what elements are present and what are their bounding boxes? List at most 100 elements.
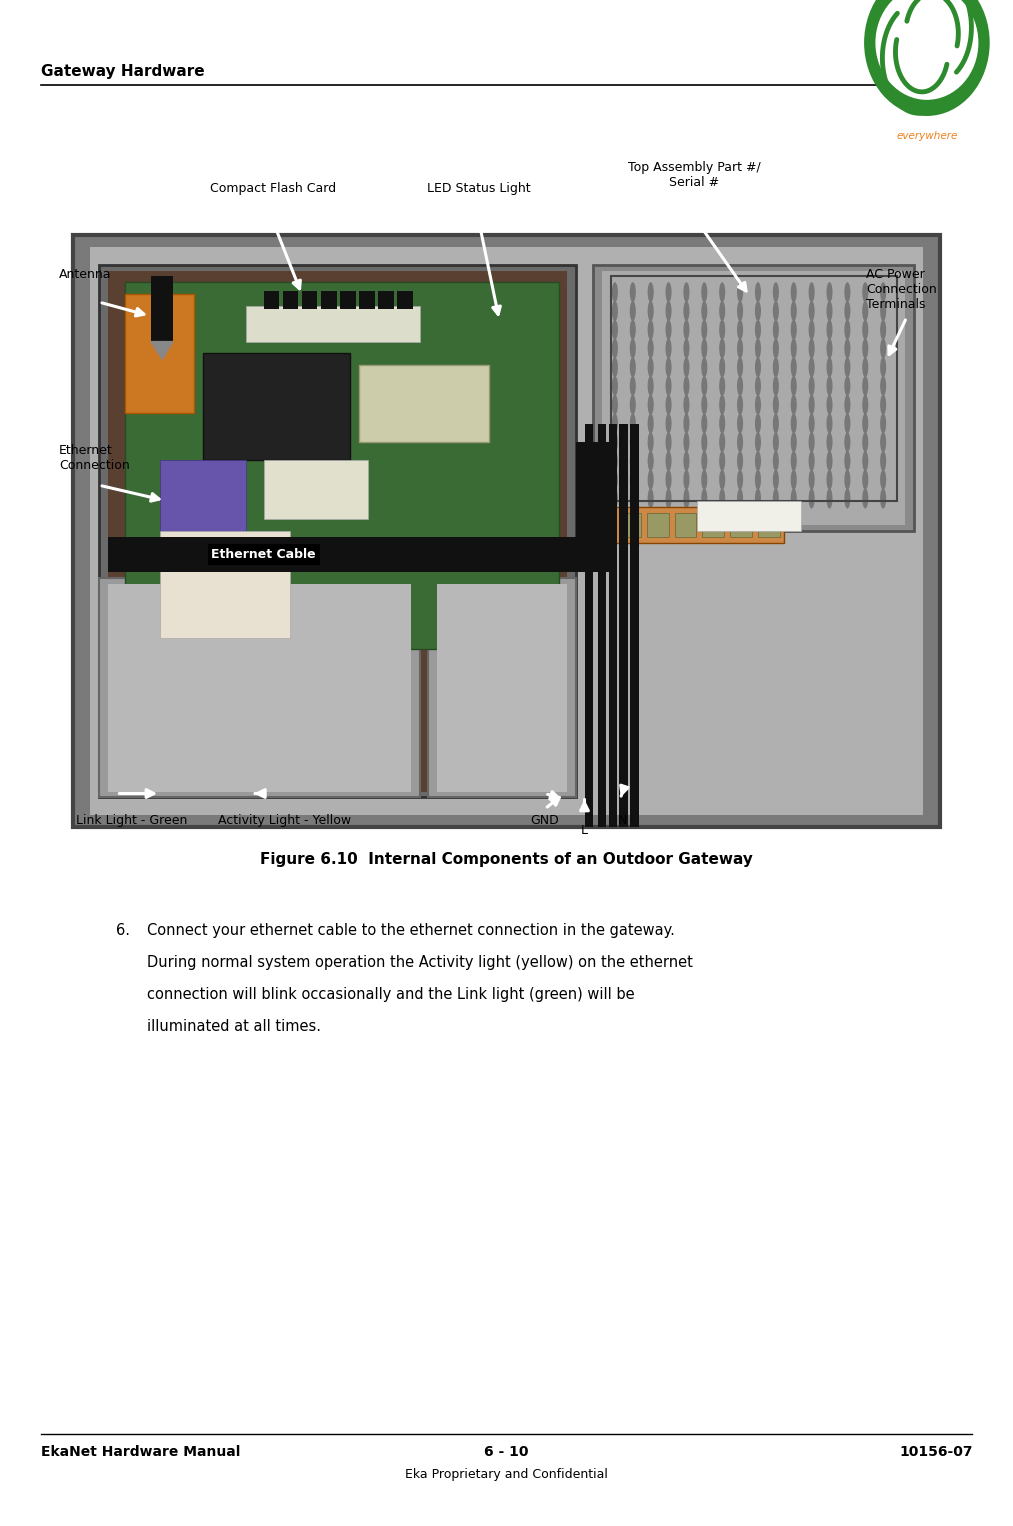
Ellipse shape bbox=[862, 282, 868, 302]
Ellipse shape bbox=[666, 450, 672, 472]
Bar bbox=[151, 276, 172, 342]
Ellipse shape bbox=[666, 282, 672, 302]
Ellipse shape bbox=[701, 375, 707, 397]
Text: Top Assembly Part #/
Serial #: Top Assembly Part #/ Serial # bbox=[627, 162, 761, 189]
Text: Ethernet
Connection: Ethernet Connection bbox=[59, 444, 130, 472]
Ellipse shape bbox=[701, 339, 707, 359]
Ellipse shape bbox=[737, 301, 744, 320]
Ellipse shape bbox=[791, 319, 797, 340]
Text: Link Light - Green: Link Light - Green bbox=[76, 815, 187, 827]
Bar bbox=[598, 424, 606, 827]
Ellipse shape bbox=[684, 414, 690, 433]
Ellipse shape bbox=[808, 470, 814, 490]
Ellipse shape bbox=[737, 282, 744, 302]
Bar bbox=[585, 424, 594, 827]
Bar bbox=[107, 537, 594, 572]
Ellipse shape bbox=[612, 339, 618, 359]
Ellipse shape bbox=[827, 414, 833, 433]
Bar bbox=[263, 459, 368, 519]
Ellipse shape bbox=[612, 488, 618, 508]
Ellipse shape bbox=[845, 450, 851, 472]
Ellipse shape bbox=[666, 488, 672, 508]
Ellipse shape bbox=[666, 432, 672, 452]
Text: L: L bbox=[581, 824, 588, 836]
Ellipse shape bbox=[880, 301, 886, 320]
Ellipse shape bbox=[808, 301, 814, 320]
Bar bbox=[283, 291, 299, 308]
Ellipse shape bbox=[791, 488, 797, 508]
Ellipse shape bbox=[773, 375, 779, 397]
Ellipse shape bbox=[862, 470, 868, 490]
Ellipse shape bbox=[612, 319, 618, 340]
Bar bbox=[160, 459, 246, 531]
Ellipse shape bbox=[630, 414, 636, 433]
Ellipse shape bbox=[701, 282, 707, 302]
Bar bbox=[397, 291, 413, 308]
Ellipse shape bbox=[612, 282, 618, 302]
Text: connection will blink occasionally and the Link light (green) will be: connection will blink occasionally and t… bbox=[147, 987, 634, 1003]
Ellipse shape bbox=[862, 414, 868, 433]
Ellipse shape bbox=[845, 432, 851, 452]
Ellipse shape bbox=[755, 375, 761, 397]
Ellipse shape bbox=[666, 375, 672, 397]
Bar bbox=[428, 578, 575, 798]
Ellipse shape bbox=[845, 414, 851, 433]
Bar bbox=[73, 235, 940, 827]
Ellipse shape bbox=[808, 414, 814, 433]
Ellipse shape bbox=[647, 319, 653, 340]
Ellipse shape bbox=[773, 414, 779, 433]
Ellipse shape bbox=[630, 282, 636, 302]
Ellipse shape bbox=[684, 357, 690, 377]
Text: 6.: 6. bbox=[116, 923, 131, 938]
Ellipse shape bbox=[880, 470, 886, 490]
Ellipse shape bbox=[755, 432, 761, 452]
Ellipse shape bbox=[755, 357, 761, 377]
Ellipse shape bbox=[808, 395, 814, 415]
Ellipse shape bbox=[719, 339, 725, 359]
Ellipse shape bbox=[737, 450, 744, 472]
Ellipse shape bbox=[791, 339, 797, 359]
Bar bbox=[602, 270, 906, 525]
Ellipse shape bbox=[862, 450, 868, 472]
Bar bbox=[575, 443, 611, 572]
Bar bbox=[99, 578, 419, 798]
Text: Figure 6.10  Internal Components of an Outdoor Gateway: Figure 6.10 Internal Components of an Ou… bbox=[260, 852, 753, 867]
Ellipse shape bbox=[791, 301, 797, 320]
Ellipse shape bbox=[701, 301, 707, 320]
Ellipse shape bbox=[666, 470, 672, 490]
Ellipse shape bbox=[684, 339, 690, 359]
Ellipse shape bbox=[719, 470, 725, 490]
Ellipse shape bbox=[719, 319, 725, 340]
Ellipse shape bbox=[755, 282, 761, 302]
Ellipse shape bbox=[791, 395, 797, 415]
Text: GND: GND bbox=[531, 815, 559, 827]
Ellipse shape bbox=[827, 375, 833, 397]
Text: 6 - 10: 6 - 10 bbox=[484, 1445, 529, 1459]
Ellipse shape bbox=[773, 395, 779, 415]
Text: Activity Light - Yellow: Activity Light - Yellow bbox=[218, 815, 350, 827]
Ellipse shape bbox=[773, 450, 779, 472]
Ellipse shape bbox=[791, 432, 797, 452]
Text: Compact Flash Card: Compact Flash Card bbox=[211, 182, 336, 195]
Bar bbox=[697, 502, 801, 531]
Bar bbox=[90, 247, 923, 815]
Ellipse shape bbox=[755, 319, 761, 340]
Ellipse shape bbox=[719, 432, 725, 452]
Ellipse shape bbox=[755, 339, 761, 359]
Ellipse shape bbox=[630, 470, 636, 490]
Ellipse shape bbox=[647, 282, 653, 302]
Ellipse shape bbox=[666, 357, 672, 377]
Ellipse shape bbox=[845, 339, 851, 359]
Ellipse shape bbox=[845, 395, 851, 415]
Ellipse shape bbox=[845, 488, 851, 508]
Ellipse shape bbox=[862, 339, 868, 359]
Ellipse shape bbox=[630, 432, 636, 452]
Ellipse shape bbox=[684, 282, 690, 302]
Bar bbox=[702, 513, 724, 537]
Text: LED Status Light: LED Status Light bbox=[427, 182, 531, 195]
Bar bbox=[359, 291, 375, 308]
Ellipse shape bbox=[808, 375, 814, 397]
Ellipse shape bbox=[808, 319, 814, 340]
Ellipse shape bbox=[630, 375, 636, 397]
Ellipse shape bbox=[684, 375, 690, 397]
